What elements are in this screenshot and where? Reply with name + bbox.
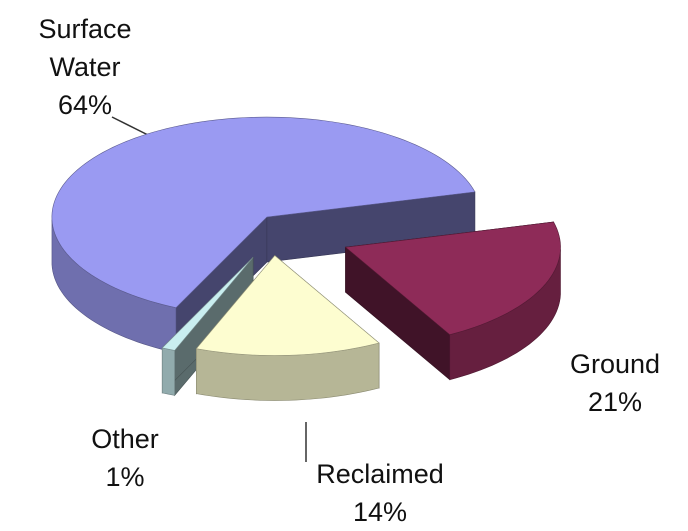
- label: Ground 21%: [545, 345, 685, 421]
- category-label: Surface Water: [38, 14, 132, 82]
- slice: [51, 116, 476, 309]
- value-label: 14%: [352, 497, 408, 527]
- category-label: Reclaimed: [316, 459, 444, 489]
- leader-line: [111, 116, 153, 138]
- label: Surface Water 64%: [5, 10, 165, 124]
- label: Reclaimed 14%: [285, 455, 475, 531]
- value-label: 21%: [587, 387, 643, 417]
- category-label: Other: [91, 424, 159, 454]
- slice-wall: [161, 347, 175, 396]
- value-label: 64%: [57, 90, 113, 120]
- slice: [195, 255, 380, 356]
- slice: [344, 221, 561, 336]
- slice: [161, 257, 254, 351]
- value-label: 1%: [105, 462, 145, 492]
- category-label: Ground: [569, 349, 661, 379]
- label: Other 1%: [65, 420, 185, 496]
